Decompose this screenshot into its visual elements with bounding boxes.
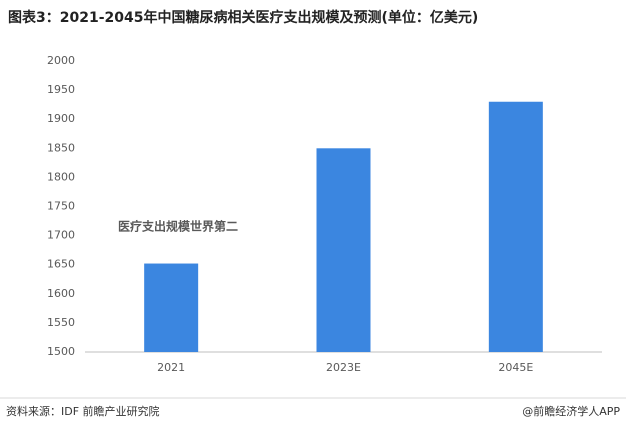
y-tick-label: 1550 — [47, 316, 75, 329]
x-tick-label: 2045E — [498, 361, 533, 374]
y-tick-label: 1600 — [47, 287, 75, 300]
x-tick-label: 2023E — [326, 361, 361, 374]
bar — [144, 263, 199, 352]
annotation: 医疗支出规模世界第二 — [118, 219, 238, 234]
y-tick-label: 1500 — [47, 345, 75, 358]
y-tick-label: 1750 — [47, 200, 75, 213]
x-tick-label: 2021 — [157, 361, 185, 374]
chart-title: 图表3：2021-2045年中国糖尿病相关医疗支出规模及预测(单位：亿美元) — [8, 9, 478, 26]
bar — [316, 148, 371, 352]
y-tick-label: 1850 — [47, 141, 75, 154]
credit: @前瞻经济学人APP — [522, 404, 620, 418]
y-tick-label: 1650 — [47, 258, 75, 271]
y-tick-label: 2000 — [47, 54, 75, 67]
y-tick-label: 1700 — [47, 229, 75, 242]
source: 资料来源：IDF 前瞻产业研究院 — [6, 404, 160, 418]
y-tick-label: 1900 — [47, 112, 75, 125]
y-tick-label: 1950 — [47, 83, 75, 96]
y-tick-label: 1800 — [47, 170, 75, 183]
bar — [488, 101, 543, 353]
